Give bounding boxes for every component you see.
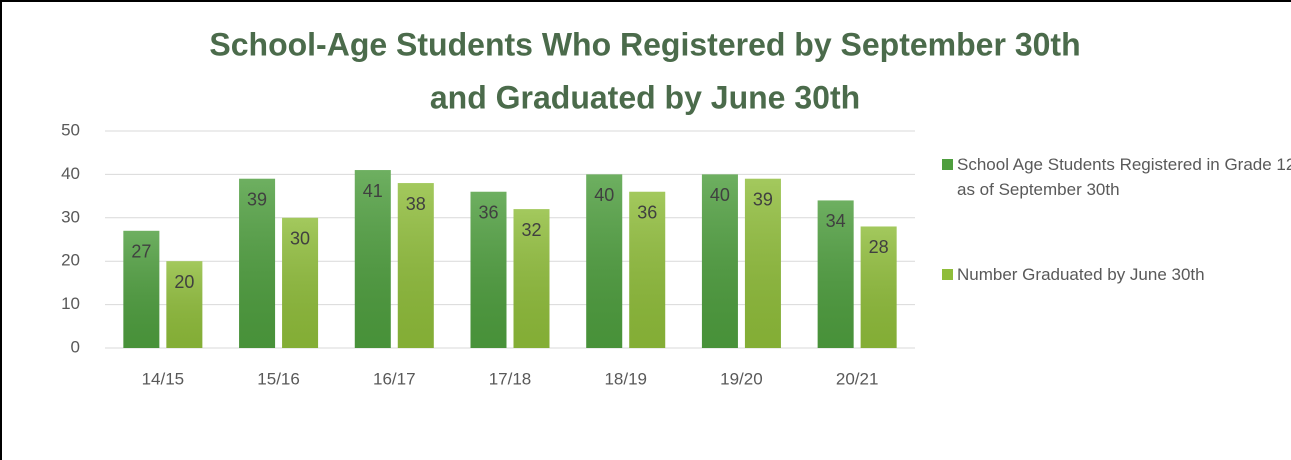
x-tick-label: 16/17 — [373, 369, 416, 388]
data-label: 40 — [594, 185, 614, 205]
data-label: 32 — [521, 220, 541, 240]
legend-label: School Age Students Registered in Grade … — [957, 155, 1291, 199]
bar-shade — [166, 261, 203, 348]
data-label: 30 — [290, 229, 310, 249]
data-label: 27 — [131, 242, 151, 262]
y-tick-label: 40 — [61, 164, 80, 183]
bar-shade — [397, 183, 434, 348]
bar-shade — [239, 178, 276, 348]
bar-shade — [744, 178, 781, 348]
legend-swatch — [942, 159, 953, 170]
data-label: 20 — [174, 272, 194, 292]
bar-shade — [123, 230, 160, 348]
y-tick-label: 20 — [61, 251, 80, 270]
bar-shade — [586, 174, 623, 348]
data-label: 41 — [363, 181, 383, 201]
x-tick-label: 20/21 — [836, 369, 879, 388]
bar-shade — [470, 191, 507, 348]
y-tick-label: 50 — [61, 120, 80, 139]
bar-shade — [860, 226, 897, 348]
y-tick-label: 10 — [61, 294, 80, 313]
data-label: 39 — [247, 189, 267, 209]
x-tick-label: 18/19 — [604, 369, 647, 388]
chart-title: and Graduated by June 30th — [430, 79, 860, 115]
data-label: 40 — [710, 185, 730, 205]
chart-title: School-Age Students Who Registered by Se… — [209, 26, 1080, 62]
data-label: 28 — [869, 237, 889, 257]
x-tick-label: 19/20 — [720, 369, 763, 388]
data-label: 39 — [753, 189, 773, 209]
x-tick-label: 14/15 — [142, 369, 185, 388]
x-tick-label: 15/16 — [257, 369, 300, 388]
legend-swatch — [942, 269, 953, 280]
x-tick-label: 17/18 — [489, 369, 532, 388]
data-label: 34 — [826, 211, 846, 231]
y-tick-label: 0 — [71, 337, 80, 356]
data-label: 38 — [406, 194, 426, 214]
bar-shade — [701, 174, 738, 348]
legend-label: Number Graduated by June 30th — [957, 265, 1205, 284]
data-label: 36 — [637, 203, 657, 223]
data-label: 36 — [478, 203, 498, 223]
bar-shade — [629, 191, 666, 348]
bar-shade — [354, 170, 391, 348]
bar-shade — [282, 217, 319, 348]
y-tick-label: 30 — [61, 207, 80, 226]
bar-shade — [817, 200, 854, 348]
bar-shade — [513, 209, 550, 348]
